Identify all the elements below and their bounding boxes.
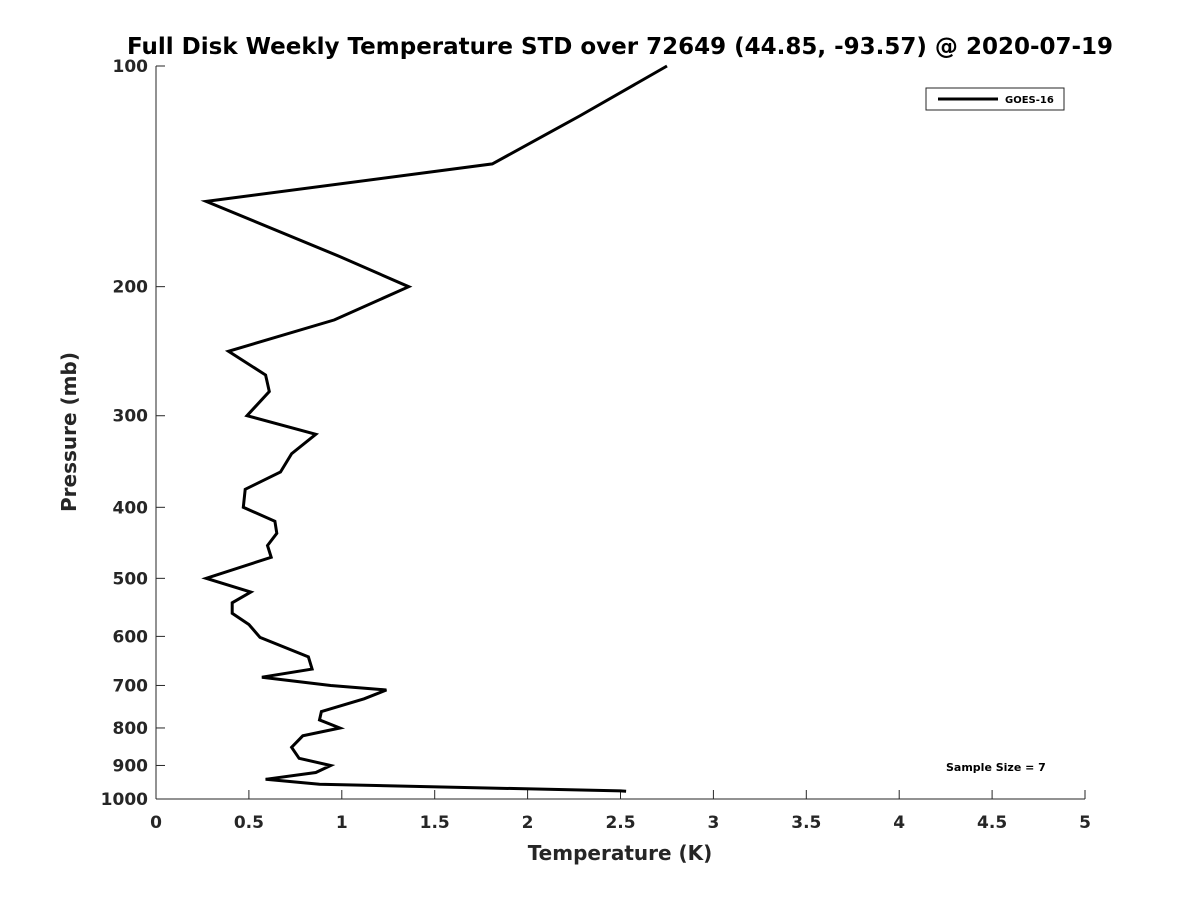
x-tick-label: 5	[1079, 813, 1091, 833]
x-tick-label: 0	[150, 813, 162, 833]
legend-label-goes-16: GOES-16	[1005, 95, 1054, 106]
y-tick-label: 700	[113, 676, 149, 696]
y-tick-label: 600	[113, 627, 149, 647]
y-tick-label: 400	[113, 498, 149, 518]
x-tick-label: 1	[336, 813, 348, 833]
y-tick-label: 500	[113, 569, 149, 589]
x-tick-label: 1.5	[420, 813, 450, 833]
sample-size-annotation: Sample Size = 7	[946, 761, 1046, 774]
x-tick-label: 3	[707, 813, 719, 833]
axes: 0 0.5 1 1.5 2 2.5 3 3.5 4 4.5 5 100 200 300 400 500 600 7…	[101, 57, 1091, 833]
x-tick-label: 2	[522, 813, 534, 833]
y-tick-label: 1000	[101, 790, 148, 810]
y-tick-label: 200	[113, 278, 149, 298]
x-tick-label: 3.5	[791, 813, 821, 833]
x-tick-label: 2.5	[605, 813, 635, 833]
y-tick-label: 800	[113, 719, 149, 739]
x-axis-label: Temperature (K)	[528, 841, 713, 865]
series-layer	[200, 64, 668, 793]
x-tick-label: 0.5	[234, 813, 264, 833]
x-tick-label: 4.5	[977, 813, 1007, 833]
series-line-goes-16	[200, 64, 668, 793]
y-axis-label: Pressure (mb)	[57, 352, 81, 512]
legend: GOES-16	[925, 87, 1065, 111]
y-tick-label: 300	[113, 407, 149, 427]
y-tick-label: 100	[113, 57, 149, 77]
y-tick-label: 900	[113, 756, 149, 776]
x-tick-label: 4	[893, 813, 905, 833]
chart-title: Full Disk Weekly Temperature STD over 72…	[127, 34, 1113, 60]
